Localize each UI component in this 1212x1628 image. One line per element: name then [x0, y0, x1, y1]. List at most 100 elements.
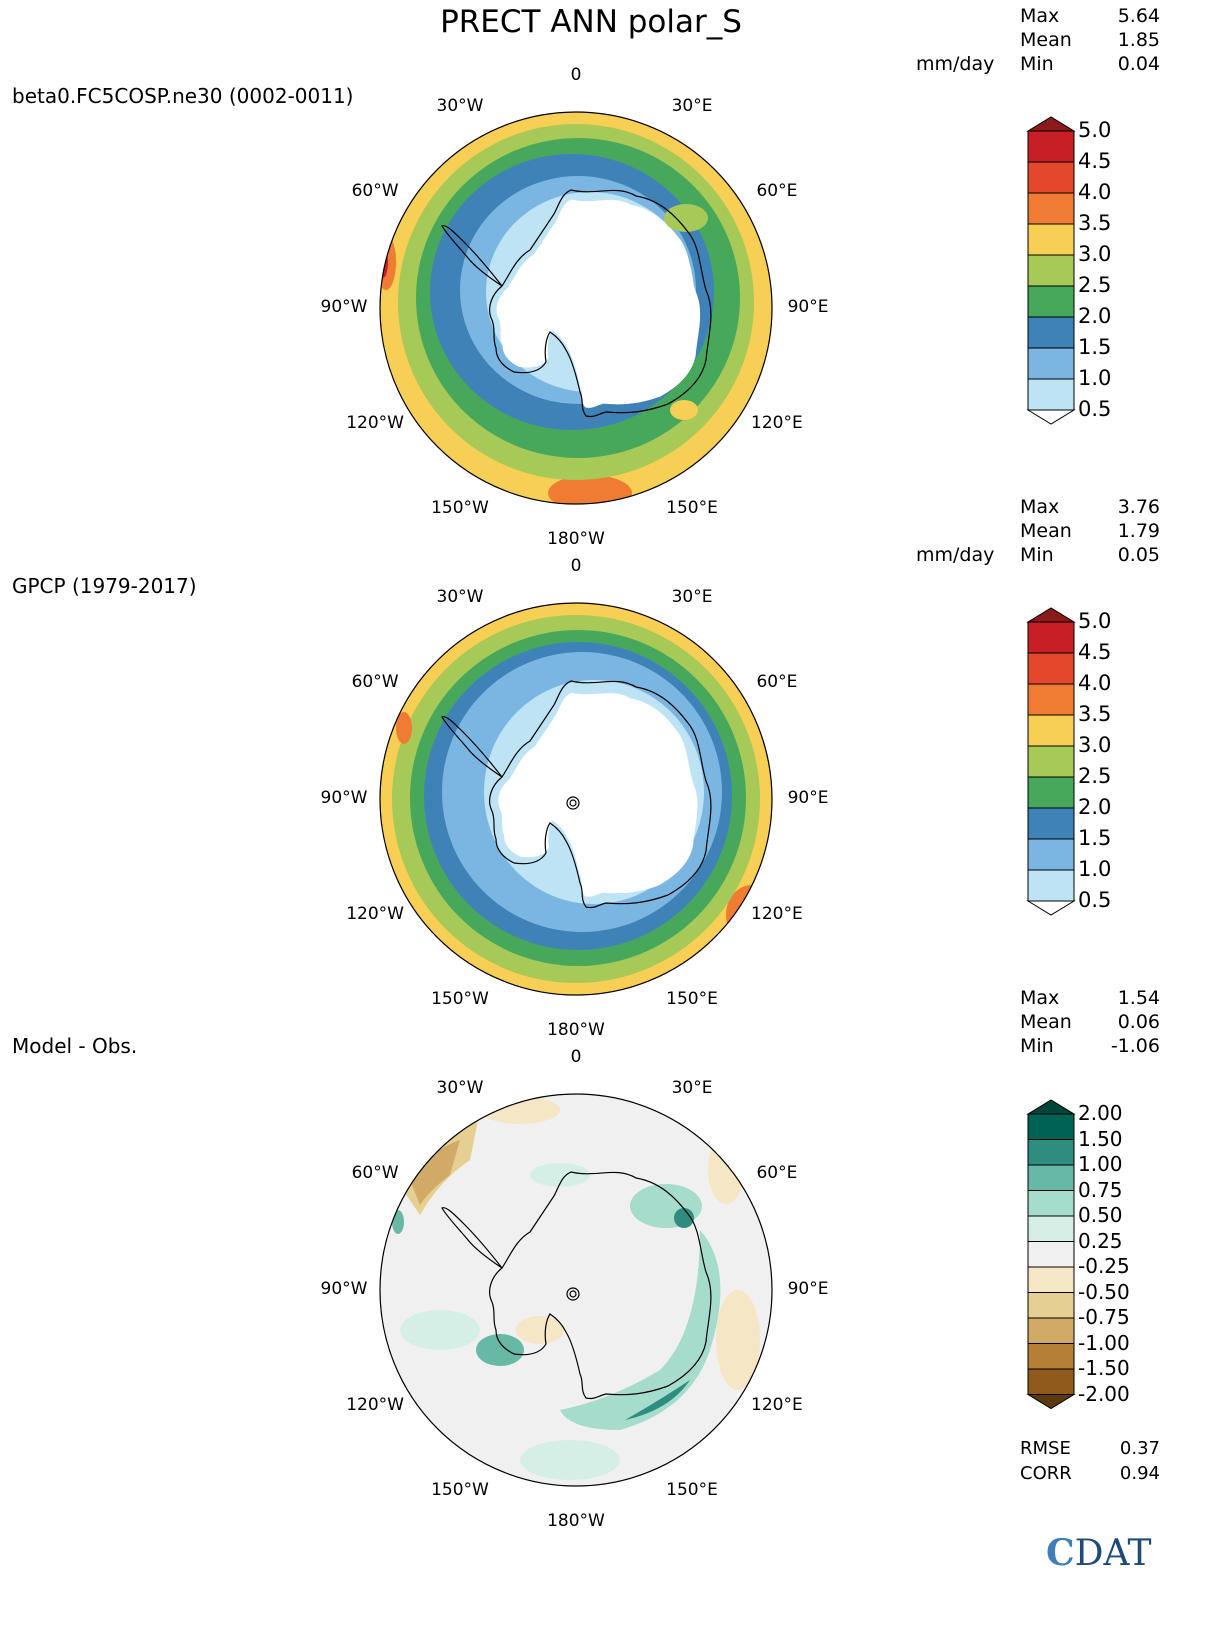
lon-label: 150°W: [431, 988, 489, 1009]
diff-colorbar-tick: 0.50: [1078, 1203, 1123, 1227]
lon-label: 90°W: [320, 1279, 368, 1299]
precip2-colorbar-tick: 4.5: [1078, 640, 1112, 664]
panel3-label: Model - Obs.: [12, 1034, 138, 1058]
precip2-colorbar-swatch: [1027, 869, 1075, 902]
diff-colorbar-swatch: [1027, 1343, 1075, 1370]
precip1-colorbar-swatch: [1027, 223, 1075, 256]
precip1-colorbar-top-arrow: [1026, 116, 1076, 132]
lon-label: 0: [570, 1047, 582, 1067]
lon-label: 150°W: [431, 1479, 489, 1500]
precip2-colorbar-tick: 0.5: [1078, 888, 1112, 912]
precip2-colorbar-swatch: [1027, 838, 1075, 871]
diff-colorbar-tick: 0.75: [1078, 1177, 1123, 1202]
diff-colorbar-tick: -2.00: [1078, 1381, 1130, 1406]
precip2-colorbar-swatch: [1027, 621, 1075, 654]
lon-label: 90°E: [787, 788, 829, 808]
precip2-colorbar-tick: 3.5: [1078, 702, 1112, 726]
precip2-colorbar-tick: 2.0: [1078, 795, 1112, 819]
lon-label: 120°W: [346, 904, 404, 924]
precip2-colorbar-swatch: [1027, 714, 1075, 747]
diff-colorbar-swatch: [1027, 1139, 1075, 1166]
cdat-logo: CDAT: [1046, 1532, 1152, 1574]
diff-colorbar-tick: -0.25: [1078, 1254, 1130, 1278]
panel3-stat-values: 1.54 0.06 -1.06: [1110, 987, 1160, 1057]
precip1-colorbar-tick: 1.5: [1078, 335, 1112, 359]
precip2-colorbar-bottom-arrow: [1026, 900, 1076, 916]
panel2-units: mm/day: [916, 544, 995, 566]
precip2-colorbar-tick: 1.0: [1078, 857, 1112, 881]
lon-label: 60°W: [351, 672, 399, 692]
model-precip-map: [380, 112, 772, 504]
obs-precip-map: [380, 603, 772, 995]
lon-label: 60°E: [756, 181, 798, 201]
map3-coastline: [441, 1171, 712, 1400]
diff-colorbar-top-arrow: [1026, 1099, 1076, 1115]
lon-label: 180°W: [547, 1020, 605, 1040]
lon-label: 180°W: [547, 529, 605, 549]
difference-map: [380, 1094, 772, 1486]
precip1-colorbar-bottom-arrow: [1026, 409, 1076, 425]
diff-colorbar-swatch: [1027, 1368, 1075, 1395]
precip1-colorbar-swatch: [1027, 161, 1075, 194]
lon-label: 60°E: [756, 1163, 798, 1183]
diff-colorbar-swatch: [1027, 1292, 1075, 1319]
panel2-stat-values: 3.76 1.79 0.05: [1117, 496, 1160, 566]
map3-border: [379, 1093, 773, 1487]
lon-label: 0: [570, 65, 582, 85]
lon-label: 180°W: [547, 1511, 605, 1531]
diff-colorbar-tick: -1.50: [1078, 1356, 1130, 1380]
precip1-colorbar-tick: 5.0: [1078, 118, 1112, 142]
diff-colorbar-swatch: [1027, 1215, 1075, 1242]
precip2-colorbar-tick: 1.5: [1078, 826, 1112, 850]
lon-label: 120°W: [346, 413, 404, 433]
panel3-stats: Max Mean Min: [1020, 987, 1072, 1057]
diff-colorbar-tick: 2.00: [1078, 1101, 1123, 1125]
diff-colorbar-swatch: [1027, 1241, 1075, 1268]
precip2-colorbar-top-arrow: [1026, 607, 1076, 623]
precip2-colorbar-tick: 4.0: [1078, 671, 1112, 695]
lon-label: 120°E: [751, 1395, 803, 1415]
lon-label: 90°E: [787, 297, 829, 317]
diff-colorbar-swatch: [1027, 1317, 1075, 1344]
lon-label: 30°W: [436, 96, 484, 117]
diff-colorbar-tick: 0.25: [1078, 1228, 1123, 1253]
lon-label: 30°E: [671, 587, 713, 608]
precip1-colorbar-swatch: [1027, 254, 1075, 287]
precip1-colorbar-tick: 2.5: [1078, 273, 1112, 297]
lon-label: 60°W: [351, 181, 399, 201]
lon-label: 90°E: [787, 1279, 829, 1299]
panel2-label: GPCP (1979-2017): [12, 574, 197, 598]
lon-label: 60°E: [756, 672, 798, 692]
precip1-colorbar-swatch: [1027, 130, 1075, 163]
lon-label: 150°E: [666, 1479, 718, 1500]
panel1-stat-values: 5.64 1.85 0.04: [1117, 5, 1160, 75]
panel1-units: mm/day: [916, 53, 995, 75]
lon-label: 0: [570, 556, 582, 576]
lon-label: 30°W: [436, 587, 484, 608]
precip2-colorbar-tick: 2.5: [1078, 764, 1112, 788]
lon-label: 30°E: [671, 96, 713, 117]
lon-label: 120°W: [346, 1395, 404, 1415]
diff-colorbar-bottom-arrow: [1026, 1394, 1076, 1410]
precip2-colorbar-tick: 5.0: [1078, 609, 1112, 633]
lon-label: 150°E: [666, 497, 718, 518]
lon-label: 90°W: [320, 788, 368, 808]
precip2-colorbar-swatch: [1027, 807, 1075, 840]
precip1-colorbar-tick: 3.5: [1078, 211, 1112, 235]
metric-values: 0.37 0.94: [1119, 1438, 1160, 1484]
map2-border: [379, 602, 773, 996]
precip1-colorbar-tick: 4.5: [1078, 149, 1112, 173]
precip1-colorbar-tick: 4.0: [1078, 180, 1112, 204]
lon-label: 30°E: [671, 1078, 713, 1099]
lon-label: 120°E: [751, 413, 803, 433]
diff-colorbar-tick: 1.50: [1078, 1126, 1123, 1151]
diff-colorbar-swatch: [1027, 1190, 1075, 1217]
lon-label: 60°W: [351, 1163, 399, 1183]
diff-colorbar-swatch: [1027, 1266, 1075, 1293]
diff-colorbar-tick: 1.00: [1078, 1152, 1123, 1176]
map2-coastline: [441, 680, 712, 909]
precip1-colorbar-tick: 3.0: [1078, 242, 1112, 266]
lon-label: 120°E: [751, 904, 803, 924]
map1-border: [379, 111, 773, 505]
precip2-colorbar-swatch: [1027, 652, 1075, 685]
